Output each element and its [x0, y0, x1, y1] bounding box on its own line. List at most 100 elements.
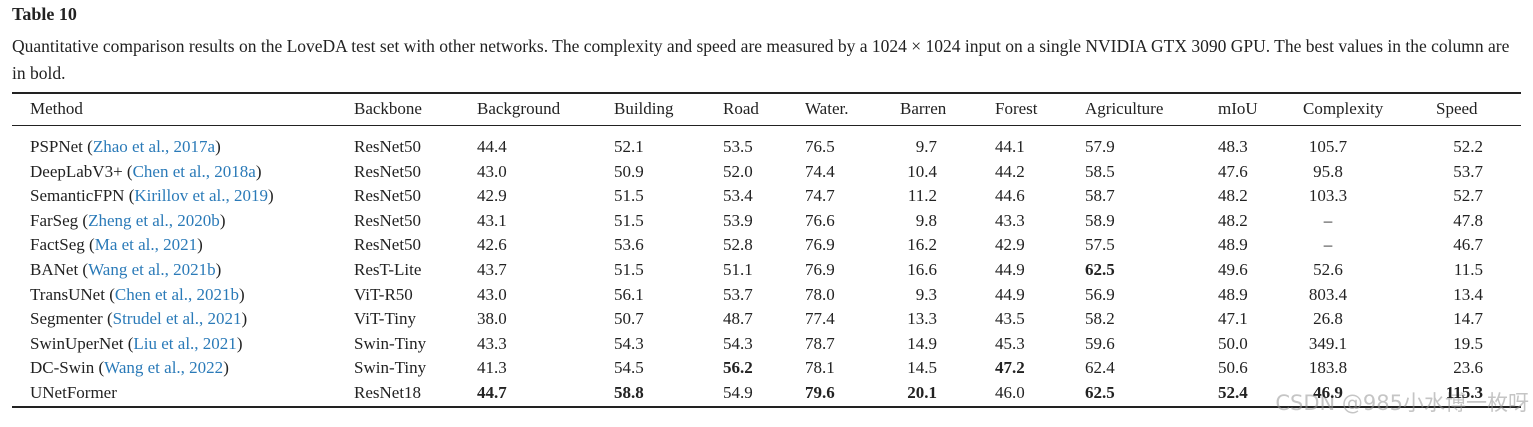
citation[interactable]: (Strudel et al., 2021) — [106, 309, 248, 329]
table-cell: 26.8 — [1313, 309, 1343, 329]
table-cell: 42.9 — [995, 235, 1025, 255]
header-rule — [12, 125, 1521, 126]
table-cell: 43.0 — [477, 284, 507, 304]
table-cell: 11.2 — [907, 186, 937, 206]
table-cell: 53.9 — [723, 210, 753, 230]
column-header: Backbone — [354, 99, 422, 118]
method-name: UNetFormer — [30, 383, 117, 402]
table-cell: 44.9 — [995, 284, 1025, 304]
table-cell: ResNet18 — [354, 383, 422, 402]
top-rule — [12, 92, 1521, 94]
table-cell: 103.3 — [1308, 186, 1348, 206]
table-cell: 48.2 — [1218, 210, 1248, 230]
table-cell: 48.9 — [1218, 284, 1248, 304]
table-cell: 45.3 — [995, 333, 1025, 353]
table-caption: Quantitative comparison results on the L… — [12, 36, 1510, 83]
table-cell: Swin-Tiny — [354, 358, 427, 378]
table-cell: – — [1323, 235, 1333, 255]
citation[interactable]: (Kirillov et al., 2019) — [128, 186, 274, 206]
method-name: PSPNet — [30, 137, 83, 156]
table-cell: 52.6 — [1313, 260, 1343, 279]
table-cell: 53.5 — [723, 137, 753, 156]
method-name: SemanticFPN — [30, 186, 125, 206]
table-cell: 349.1 — [1308, 333, 1348, 353]
table-cell: ResNet50 — [354, 210, 422, 230]
table-cell: Swin-Tiny — [354, 333, 427, 353]
table-cell: 52.1 — [614, 137, 644, 156]
table-cell: 50.6 — [1218, 358, 1248, 378]
table-cell: 49.6 — [1218, 260, 1248, 279]
table-cell: 53.6 — [614, 235, 644, 255]
table-cell: – — [1323, 210, 1333, 230]
table-cell: 46.7 — [1453, 235, 1483, 255]
table-cell: 53.4 — [723, 186, 753, 206]
table-cell: 76.6 — [805, 210, 835, 230]
table-cell: 20.1 — [907, 383, 937, 402]
table-cell: 46.0 — [995, 383, 1025, 402]
table-cell: 47.1 — [1218, 309, 1248, 329]
table-cell: 58.9 — [1085, 210, 1115, 230]
table-cell: 53.7 — [723, 284, 753, 304]
citation[interactable]: (Chen et al., 2021b) — [109, 284, 245, 304]
table-cell: 11.5 — [1453, 260, 1483, 279]
table-cell: 56.1 — [614, 284, 644, 304]
table-cell: 13.3 — [907, 309, 937, 329]
table-cell: 58.7 — [1085, 186, 1115, 206]
table-cell: 52.4 — [1218, 383, 1248, 402]
table-cell: 76.9 — [805, 260, 835, 279]
table-cell: 56.2 — [723, 358, 753, 378]
table-cell: 78.7 — [805, 333, 835, 353]
table-cell: 50.7 — [614, 309, 644, 329]
table-cell: 95.8 — [1313, 161, 1343, 181]
table-cell: 47.6 — [1218, 161, 1248, 181]
method-cell: BANet (Wang et al., 2021b) — [30, 260, 221, 280]
method-cell: PSPNet (Zhao et al., 2017a) — [30, 137, 221, 157]
table-cell: 47.8 — [1453, 210, 1483, 230]
table-cell: 9.3 — [915, 284, 937, 304]
citation[interactable]: (Ma et al., 2021) — [89, 235, 203, 255]
table-cell: ResNet50 — [354, 161, 422, 181]
table-cell: 48.9 — [1218, 235, 1248, 255]
table-cell: 42.6 — [477, 235, 507, 255]
table-cell: 54.3 — [614, 333, 644, 353]
column-header: mIoU — [1218, 99, 1258, 118]
table-cell: 183.8 — [1308, 358, 1348, 378]
table-cell: 51.1 — [723, 260, 753, 279]
table-cell: 10.4 — [907, 161, 937, 181]
table-cell: 59.6 — [1085, 333, 1115, 353]
method-cell: DeepLabV3+ (Chen et al., 2018a) — [30, 162, 261, 182]
table-cell: 58.5 — [1085, 161, 1115, 181]
citation[interactable]: (Chen et al., 2018a) — [126, 161, 262, 181]
table-cell: 14.7 — [1453, 309, 1483, 329]
table-cell: 105.7 — [1308, 137, 1348, 156]
table-cell: 43.1 — [477, 210, 507, 230]
citation[interactable]: (Zheng et al., 2020b) — [82, 210, 226, 230]
table-cell: 14.5 — [907, 358, 937, 378]
citation[interactable]: (Wang et al., 2021b) — [82, 260, 222, 279]
table-cell: 23.6 — [1453, 358, 1483, 378]
table-cell: 43.5 — [995, 309, 1025, 329]
table-cell: 53.7 — [1453, 161, 1483, 181]
table-cell: 58.2 — [1085, 309, 1115, 329]
table-cell: 115.3 — [1445, 383, 1483, 402]
table-cell: 43.3 — [995, 210, 1025, 230]
table-cell: 52.7 — [1453, 186, 1483, 206]
column-header: Forest — [995, 99, 1038, 118]
citation[interactable]: (Liu et al., 2021) — [127, 333, 243, 353]
table-cell: 44.9 — [995, 260, 1025, 279]
citation[interactable]: (Wang et al., 2022) — [98, 358, 229, 378]
table-cell: 9.8 — [915, 210, 937, 230]
table-cell: 48.2 — [1218, 186, 1248, 206]
method-name: Segmenter — [30, 309, 103, 329]
method-cell: TransUNet (Chen et al., 2021b) — [30, 285, 245, 305]
table-cell: ResNet50 — [354, 235, 422, 255]
column-header: Water. — [805, 99, 849, 118]
table-cell: 52.8 — [723, 235, 753, 255]
table-cell: 51.5 — [614, 260, 644, 279]
table-cell: 9.7 — [915, 137, 937, 156]
citation[interactable]: (Zhao et al., 2017a) — [87, 137, 221, 156]
method-cell: UNetFormer — [30, 383, 117, 403]
column-header: Barren — [900, 99, 947, 118]
table-cell: 62.5 — [1085, 260, 1115, 279]
